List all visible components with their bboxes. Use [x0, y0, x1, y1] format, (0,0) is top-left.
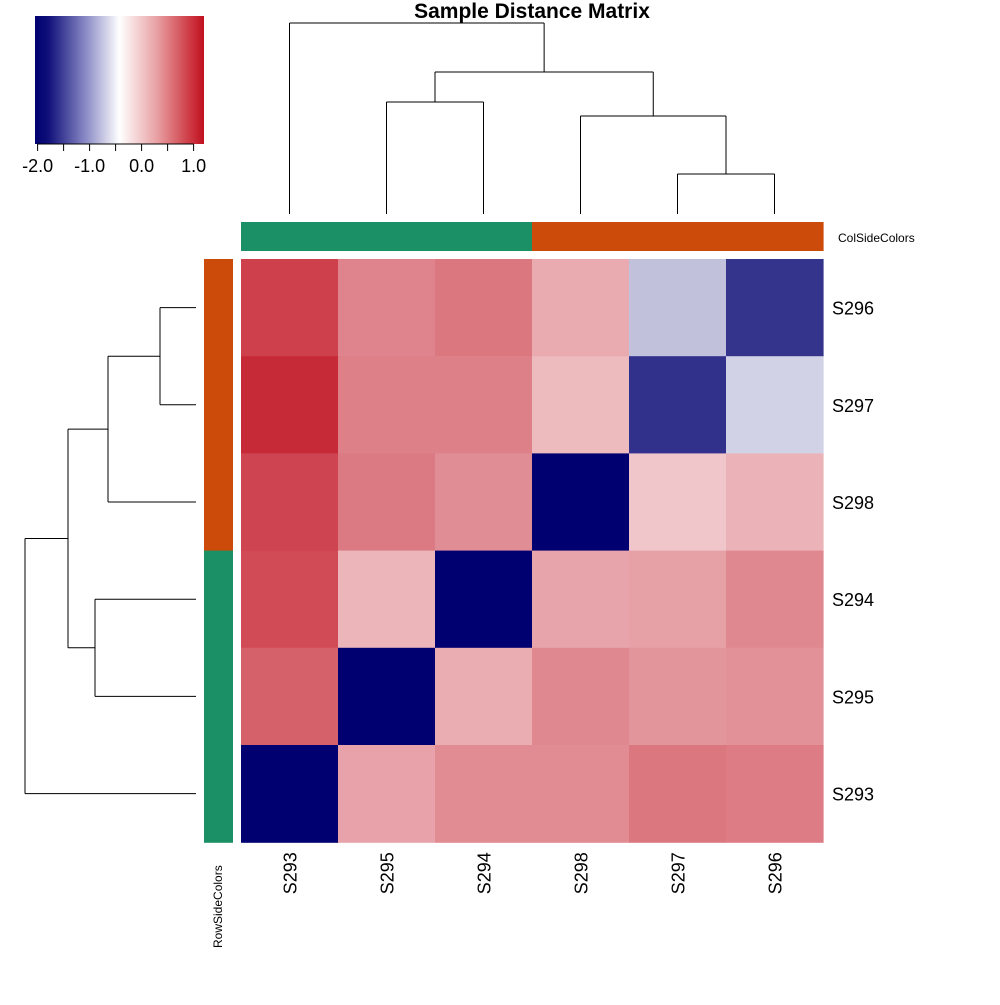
- heatmap-cell-s294-s298: [532, 550, 630, 649]
- heatmap-cell-s296-s296: [726, 259, 824, 357]
- row-side-color: [204, 259, 233, 357]
- column-label: S296: [766, 852, 786, 894]
- heatmap-cell-s297-s296: [726, 356, 824, 454]
- heatmap-cell-s295-s298: [532, 647, 630, 746]
- row-labels: S296 S297 S298 S294 S295 S293: [832, 299, 874, 805]
- heatmap-cell-s298-s297: [629, 453, 727, 552]
- row-side-colors-label: RowSideColors: [211, 865, 225, 948]
- color-key-gradient: [35, 16, 204, 144]
- color-key: -2.0 -1.0 0.0 1.0: [22, 16, 206, 176]
- heatmap-cell-s293-s294: [435, 745, 533, 843]
- heatmap-cell-s293-s295: [338, 745, 436, 843]
- heatmap-cell-s297-s297: [629, 356, 727, 454]
- row-label: S293: [832, 785, 874, 805]
- column-label: S293: [281, 852, 301, 894]
- chart-title: Sample Distance Matrix: [414, 0, 650, 23]
- row-label: S295: [832, 687, 874, 707]
- color-key-tick-label: 0.0: [129, 156, 154, 176]
- heatmap-cell-s294-s296: [726, 550, 824, 649]
- heatmap-cell-s294-s293: [241, 550, 339, 649]
- column-side-colors: [241, 222, 824, 251]
- heatmap-cells: [241, 259, 824, 843]
- heatmap-cell-s298-s296: [726, 453, 824, 552]
- row-side-colors: [204, 259, 233, 843]
- column-label: S297: [669, 852, 689, 894]
- heatmap-cell-s296-s297: [629, 259, 727, 357]
- heatmap-cell-s294-s294: [435, 550, 533, 649]
- col-side-color: [532, 222, 630, 251]
- row-side-color: [204, 745, 233, 843]
- col-side-colors-label: ColSideColors: [838, 231, 915, 245]
- heatmap-cell-s293-s296: [726, 745, 824, 843]
- heatmap-cell-s297-s298: [532, 356, 630, 454]
- heatmap-cell-s298-s295: [338, 453, 436, 552]
- col-side-color: [241, 222, 339, 251]
- row-side-color: [204, 356, 233, 454]
- row-label: S298: [832, 493, 874, 513]
- column-dendrogram: [289, 22, 775, 214]
- heatmap-cell-s295-s295: [338, 647, 436, 746]
- heatmap-cell-s293-s293: [241, 745, 339, 843]
- heatmap-cell-s296-s298: [532, 259, 630, 357]
- column-label: S295: [378, 852, 398, 894]
- row-side-color: [204, 453, 233, 552]
- heatmap-cell-s295-s296: [726, 647, 824, 746]
- color-key-tick-label: -2.0: [22, 156, 53, 176]
- heatmap-cell-s296-s293: [241, 259, 339, 357]
- col-side-color: [726, 222, 824, 251]
- col-side-color: [629, 222, 727, 251]
- row-dendrogram: [24, 307, 196, 795]
- heatmap-cell-s295-s297: [629, 647, 727, 746]
- row-label: S297: [832, 396, 874, 416]
- color-key-tick-label: 1.0: [181, 156, 206, 176]
- heatmap-cell-s295-s293: [241, 647, 339, 746]
- heatmap-cell-s298-s298: [532, 453, 630, 552]
- heatmap-cell-s294-s297: [629, 550, 727, 649]
- heatmap-cell-s293-s298: [532, 745, 630, 843]
- heatmap-cell-s297-s294: [435, 356, 533, 454]
- heatmap-cell-s296-s294: [435, 259, 533, 357]
- heatmap-cell-s298-s294: [435, 453, 533, 552]
- row-label: S296: [832, 299, 874, 319]
- heatmap-cell-s295-s294: [435, 647, 533, 746]
- row-label: S294: [832, 590, 874, 610]
- heatmap-cell-s293-s297: [629, 745, 727, 843]
- color-key-tick-label: -1.0: [74, 156, 105, 176]
- column-label: S298: [572, 852, 592, 894]
- heatmap-cell-s297-s295: [338, 356, 436, 454]
- heatmap-cell-s298-s293: [241, 453, 339, 552]
- col-side-color: [435, 222, 533, 251]
- column-labels: S293 S295 S294 S298 S297 S296: [281, 852, 786, 894]
- col-side-color: [338, 222, 436, 251]
- row-side-color: [204, 647, 233, 746]
- heatmap-cell-s296-s295: [338, 259, 436, 357]
- heatmap-cell-s294-s295: [338, 550, 436, 649]
- row-side-color: [204, 550, 233, 649]
- heatmap-cell-s297-s293: [241, 356, 339, 454]
- column-label: S294: [475, 852, 495, 894]
